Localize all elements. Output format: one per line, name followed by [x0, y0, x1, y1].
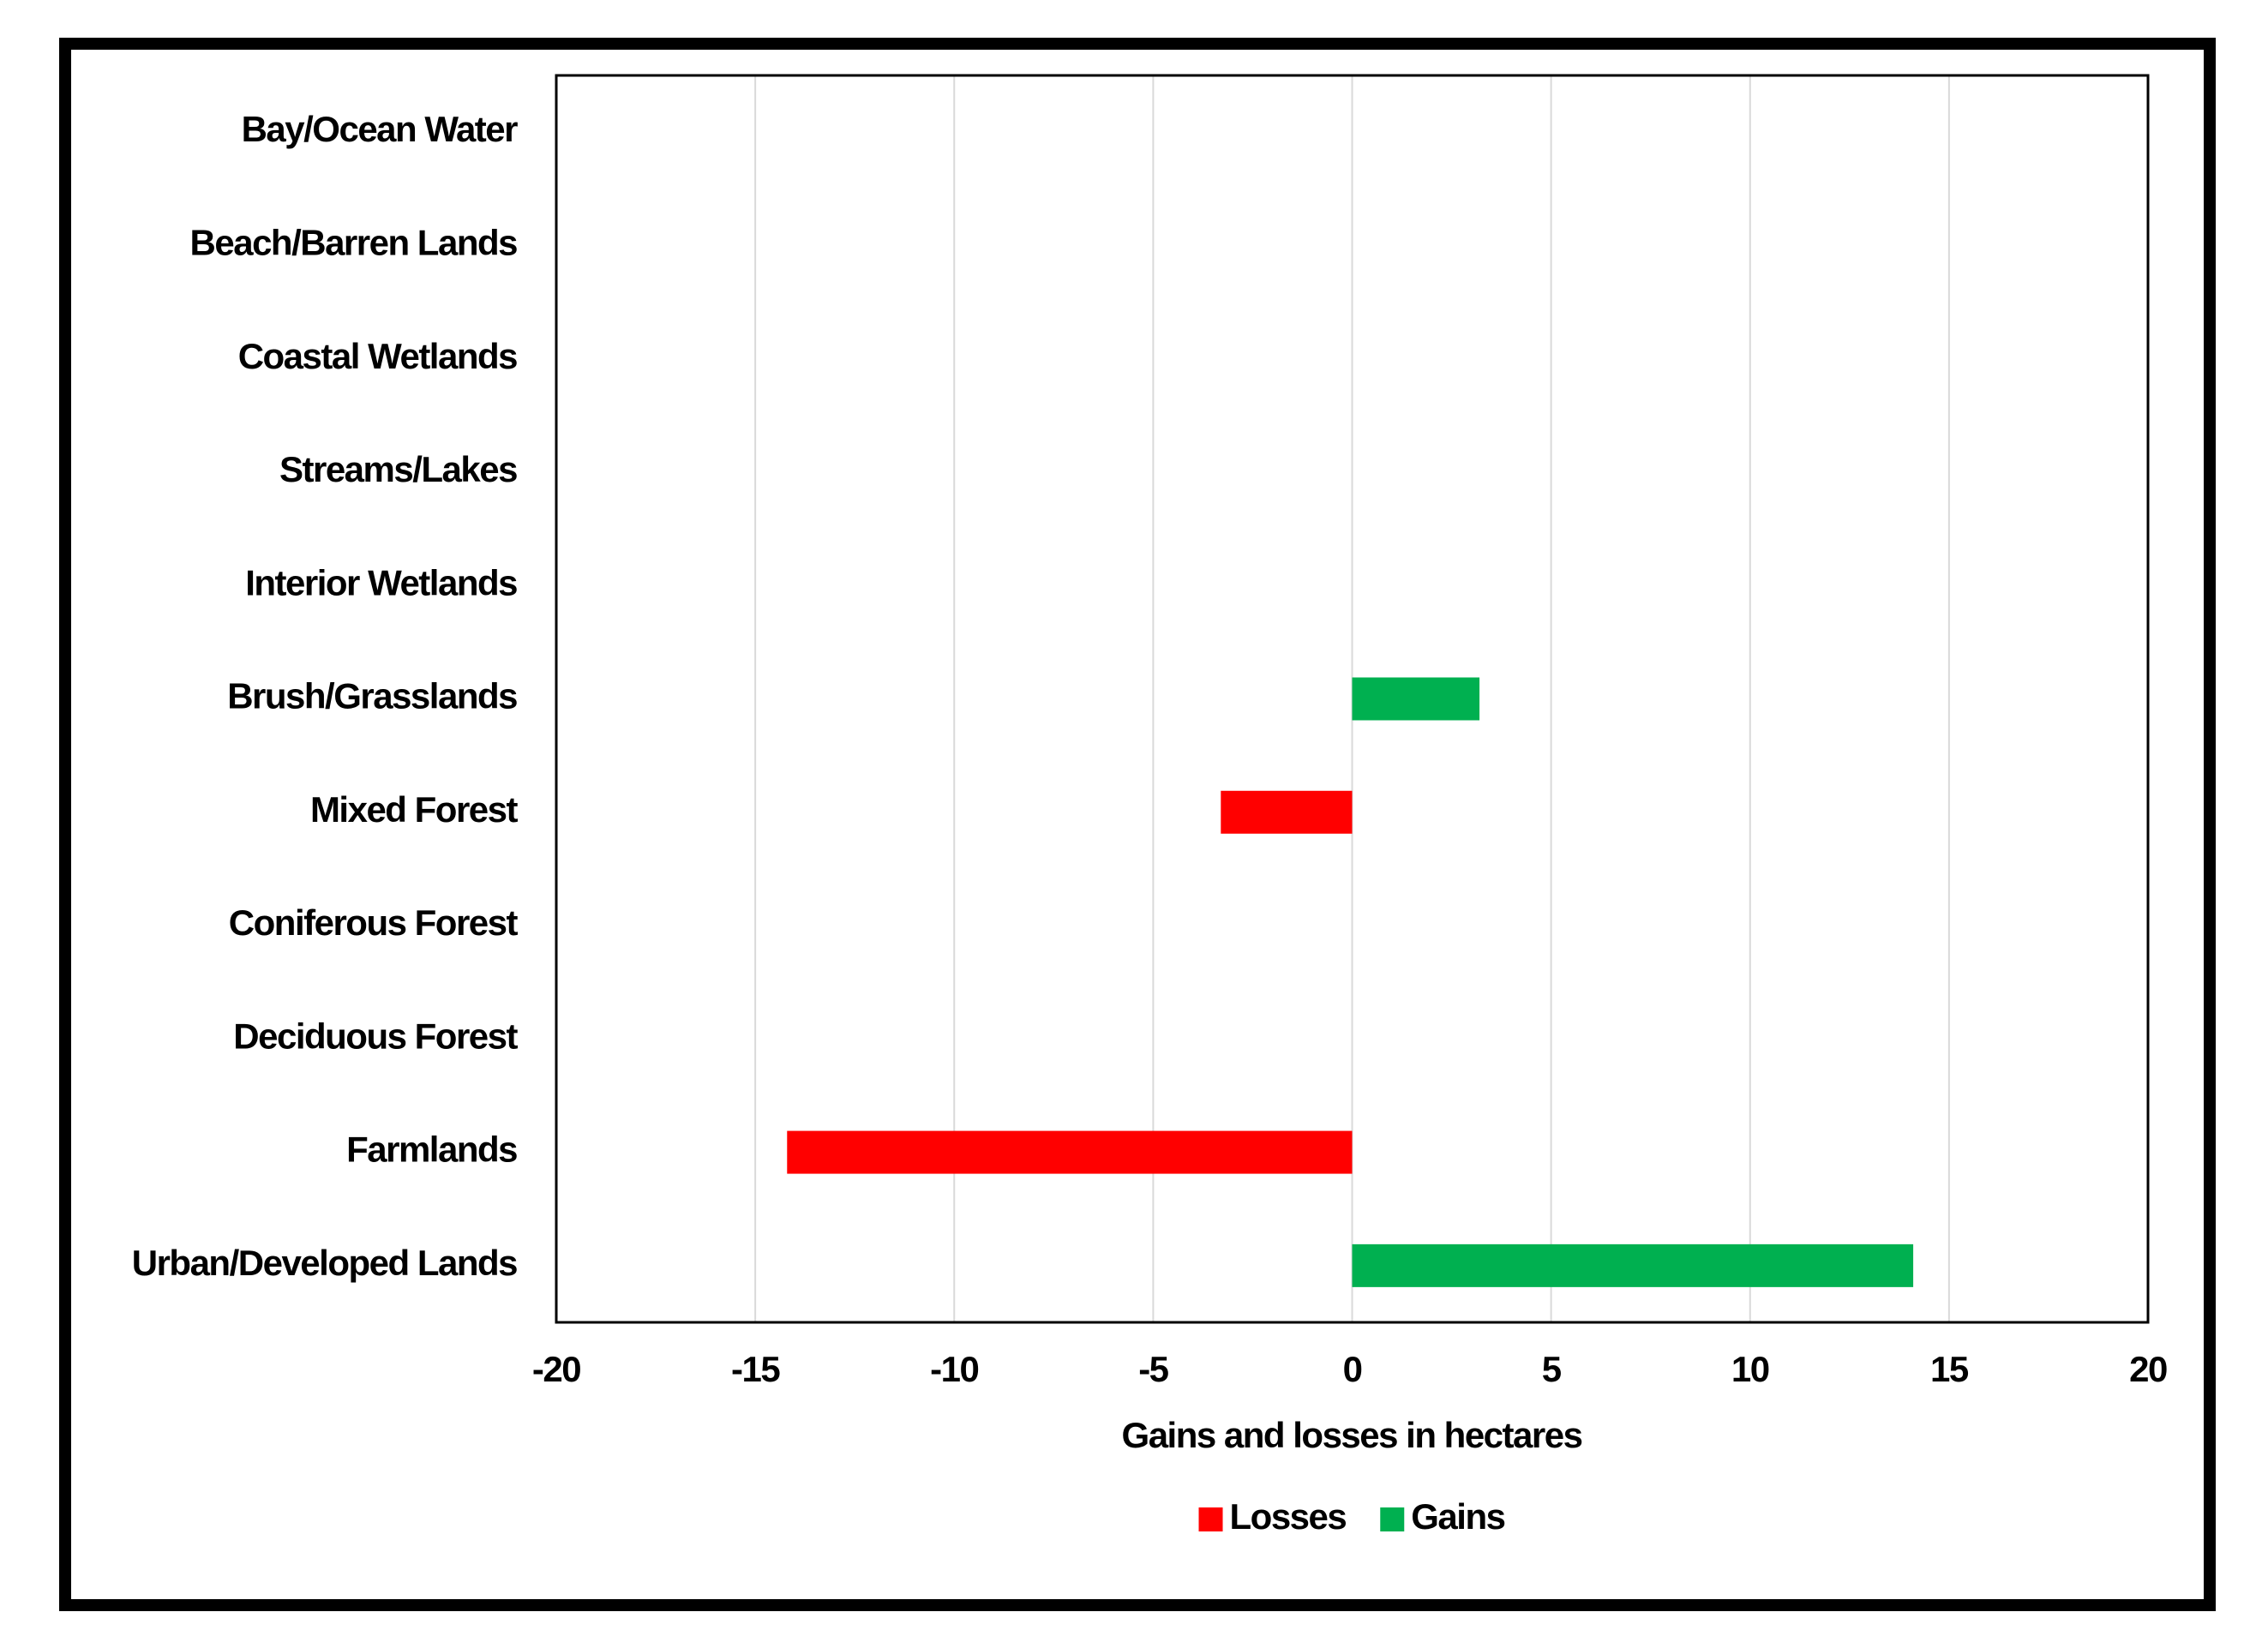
bar	[787, 1130, 1353, 1174]
legend-label: Gains	[1411, 1496, 1504, 1537]
legend-swatch	[1198, 1507, 1223, 1531]
x-tick-label: -15	[731, 1349, 780, 1389]
outer-frame	[59, 38, 2216, 1611]
legend-swatch	[1380, 1507, 1405, 1531]
x-tick-label: -5	[1138, 1349, 1168, 1389]
y-tick-label: Coniferous Forest	[229, 902, 519, 943]
x-tick-label: 10	[1731, 1349, 1769, 1389]
y-tick-label: Coastal Wetlands	[238, 336, 517, 376]
x-axis-title: Gains and losses in hectares	[1122, 1415, 1582, 1455]
plot-frame	[555, 74, 2150, 1324]
x-tick-label: -20	[532, 1349, 580, 1389]
bar	[1221, 790, 1353, 834]
y-tick-label: Bay/Ocean Water	[242, 109, 519, 149]
x-tick-label: 20	[2129, 1349, 2167, 1389]
x-tick-label: 15	[1930, 1349, 1969, 1389]
x-tick-label: -10	[930, 1349, 978, 1389]
y-tick-label: Brush/Grasslands	[227, 676, 517, 716]
y-tick-label: Deciduous Forest	[233, 1016, 518, 1056]
y-tick-label: Interior Wetlands	[245, 562, 517, 602]
y-tick-label: Beach/Barren Lands	[190, 223, 518, 263]
x-tick-label: 0	[1343, 1349, 1362, 1389]
bar	[1352, 1243, 1914, 1287]
y-tick-label: Mixed Forest	[310, 789, 519, 830]
bar	[1352, 677, 1480, 721]
y-tick-label: Urban/Developed Lands	[132, 1243, 517, 1283]
x-tick-label: 5	[1542, 1349, 1562, 1389]
y-tick-label: Streams/Lakes	[279, 449, 517, 489]
legend-label: Losses	[1230, 1496, 1347, 1537]
y-tick-label: Farmlands	[346, 1130, 517, 1170]
